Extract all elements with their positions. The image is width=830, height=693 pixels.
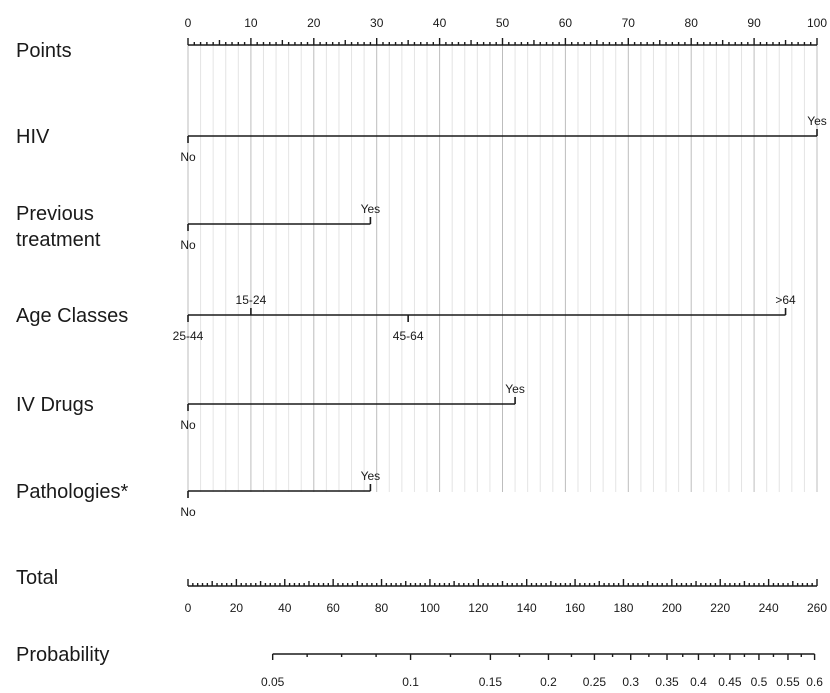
points-tick-label: 90 — [747, 16, 761, 30]
total-tick-label: 40 — [278, 601, 292, 615]
total-tick-label: 80 — [375, 601, 389, 615]
probability-tick-label: 0.15 — [479, 675, 503, 689]
level-label-pathologies-yes: Yes — [361, 469, 381, 483]
probability-tick-label: 0.3 — [622, 675, 639, 689]
points-tick-label: 70 — [622, 16, 636, 30]
total-tick-label: 20 — [230, 601, 244, 615]
points-tick-label: 40 — [433, 16, 447, 30]
points-tick-label: 30 — [370, 16, 384, 30]
level-label-iv-drugs-no: No — [180, 418, 196, 432]
probability-tick-label: 0.2 — [540, 675, 557, 689]
level-label-iv-drugs-yes: Yes — [505, 382, 525, 396]
total-tick-label: 120 — [468, 601, 488, 615]
level-label-pathologies-no: No — [180, 505, 196, 519]
probability-tick-label: 0.55 — [776, 675, 800, 689]
probability-tick-label: 0.35 — [655, 675, 679, 689]
probability-tick-label: 0.45 — [718, 675, 742, 689]
row-label-iv-drugs: IV Drugs — [16, 394, 94, 416]
row-label-hiv: HIV — [16, 126, 50, 148]
level-label-hiv-yes: Yes — [807, 114, 827, 128]
total-tick-label: 60 — [326, 601, 340, 615]
points-tick-label: 50 — [496, 16, 510, 30]
probability-tick-label: 0.25 — [583, 675, 607, 689]
total-tick-label: 260 — [807, 601, 827, 615]
level-label-previous-treatment-no: No — [180, 238, 196, 252]
total-tick-label: 200 — [662, 601, 682, 615]
total-tick-label: 100 — [420, 601, 440, 615]
points-tick-label: 20 — [307, 16, 321, 30]
points-tick-label: 80 — [685, 16, 699, 30]
row-label-previous-treatment-line2: treatment — [16, 229, 101, 251]
level-label-age-classes-15-24: 15-24 — [236, 293, 267, 307]
probability-axis-label: Probability — [16, 644, 109, 666]
level-label-age-classes-25-44: 25-44 — [173, 329, 204, 343]
total-tick-label: 240 — [759, 601, 779, 615]
probability-tick-label: 0.5 — [751, 675, 768, 689]
level-label-previous-treatment-yes: Yes — [361, 202, 381, 216]
points-tick-label: 10 — [244, 16, 258, 30]
row-label-age-classes: Age Classes — [16, 305, 128, 327]
row-label-previous-treatment-line1: Previous — [16, 203, 94, 225]
probability-tick-label: 0.4 — [690, 675, 707, 689]
total-tick-label: 220 — [710, 601, 730, 615]
points-tick-label: 60 — [559, 16, 573, 30]
level-label-age-classes-64: >64 — [775, 293, 796, 307]
points-axis-label: Points — [16, 40, 72, 62]
probability-tick-label: 0.05 — [261, 675, 285, 689]
total-tick-label: 0 — [185, 601, 192, 615]
probability-tick-label: 0.1 — [402, 675, 419, 689]
total-tick-label: 140 — [517, 601, 537, 615]
level-label-hiv-no: No — [180, 150, 196, 164]
total-tick-label: 180 — [613, 601, 633, 615]
points-tick-label: 0 — [185, 16, 192, 30]
points-tick-label: 100 — [807, 16, 827, 30]
row-label-pathologies: Pathologies* — [16, 481, 129, 503]
level-label-age-classes-45-64: 45-64 — [393, 329, 424, 343]
total-axis-label: Total — [16, 567, 58, 589]
probability-tick-label: 0.6 — [806, 675, 823, 689]
total-tick-label: 160 — [565, 601, 585, 615]
